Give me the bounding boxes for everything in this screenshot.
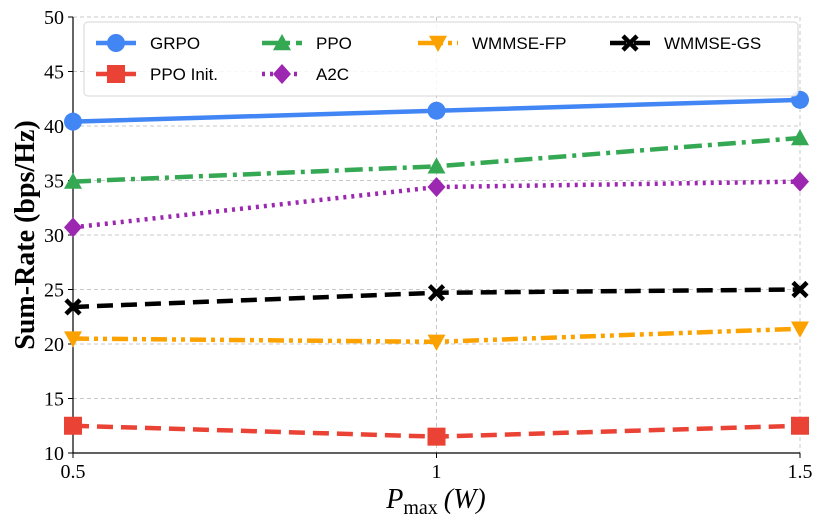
legend-entry-ppo-init: PPO Init. bbox=[96, 65, 218, 84]
data-point-wmmse-gs-2 bbox=[791, 280, 809, 299]
legend-entry-wmmse-gs: WMMSE-GS bbox=[610, 34, 761, 53]
series-ppo bbox=[64, 128, 809, 189]
legend-label-grpo: GRPO bbox=[150, 34, 200, 53]
y-tick-label-8: 50 bbox=[44, 7, 64, 29]
data-point-ppo-init-2 bbox=[791, 416, 809, 435]
legend-marker-wmmse-fp bbox=[429, 35, 447, 52]
legend-marker-grpo bbox=[107, 34, 125, 52]
legend-entry-a2c: A2C bbox=[262, 64, 349, 84]
x-axis-title-unit: (W) bbox=[444, 484, 486, 515]
legend-marker-a2c bbox=[273, 64, 291, 84]
y-tick-label-7: 45 bbox=[44, 62, 64, 84]
series-grpo bbox=[64, 90, 809, 131]
legend-label-ppo-init: PPO Init. bbox=[150, 65, 218, 84]
legend-label-wmmse-fp: WMMSE-FP bbox=[472, 34, 566, 53]
x-axis-title: Pmax (W) bbox=[385, 484, 486, 519]
data-point-grpo-1 bbox=[427, 101, 446, 120]
data-point-ppo-2 bbox=[791, 128, 809, 146]
data-point-ppo-init-1 bbox=[427, 427, 446, 446]
legend-label-ppo: PPO bbox=[316, 34, 352, 53]
y-tick-label-2: 20 bbox=[44, 334, 64, 356]
tick-labels: 10 15 20 25 30 35 40 45 50 0.5 1 1.5 bbox=[44, 7, 813, 483]
series-group bbox=[64, 90, 809, 446]
y-tick-label-1: 15 bbox=[44, 389, 64, 411]
series-line-a2c bbox=[72, 179, 801, 230]
x-axis-title-subscript: max bbox=[403, 497, 437, 519]
y-tick-label-6: 40 bbox=[44, 116, 64, 138]
data-point-wmmse-fp-2 bbox=[791, 321, 809, 338]
series-ppo-init bbox=[64, 416, 809, 446]
series-wmmse-gs bbox=[64, 280, 809, 316]
data-point-ppo-0 bbox=[64, 172, 82, 189]
x-tick-label-2: 1.5 bbox=[788, 461, 813, 483]
data-point-a2c-1 bbox=[427, 177, 446, 198]
legend-label-a2c: A2C bbox=[316, 65, 349, 84]
series-wmmse-fp bbox=[64, 321, 809, 351]
y-tick-label-5: 35 bbox=[44, 171, 64, 193]
data-point-wmmse-gs-1 bbox=[427, 284, 446, 302]
legend-marker-wmmse-gs bbox=[621, 34, 639, 52]
legend-marker-ppo-init bbox=[107, 65, 125, 83]
data-point-a2c-0 bbox=[64, 217, 82, 238]
series-a2c bbox=[64, 171, 809, 238]
y-tick-label-3: 25 bbox=[44, 280, 64, 302]
legend-entry-wmmse-fp: WMMSE-FP bbox=[418, 34, 566, 53]
data-point-a2c-2 bbox=[791, 171, 809, 192]
data-point-ppo-init-0 bbox=[64, 416, 82, 435]
data-point-wmmse-fp-1 bbox=[427, 334, 446, 351]
data-point-ppo-1 bbox=[427, 157, 446, 174]
data-point-wmmse-gs-0 bbox=[64, 298, 82, 316]
x-tick-label-1: 1 bbox=[432, 461, 442, 483]
x-tick-label-0: 0.5 bbox=[61, 461, 86, 483]
legend-entry-ppo: PPO bbox=[262, 34, 352, 53]
y-tick-label-4: 30 bbox=[44, 225, 64, 247]
data-point-wmmse-fp-0 bbox=[64, 331, 82, 348]
y-tick-label-0: 10 bbox=[44, 443, 64, 465]
legend-frame bbox=[83, 21, 799, 97]
x-axis-title-symbol: P bbox=[385, 484, 403, 515]
data-point-grpo-0 bbox=[64, 112, 82, 131]
legend: GRPO PPO Init. PPO A2C WMMSE-FP WMMSE-GS bbox=[83, 21, 799, 97]
y-axis-title: Sum-Rate (bps/Hz) bbox=[10, 120, 41, 349]
legend-marker-ppo bbox=[273, 34, 291, 51]
legend-label-wmmse-gs: WMMSE-GS bbox=[664, 34, 761, 53]
legend-entry-grpo: GRPO bbox=[96, 34, 200, 53]
